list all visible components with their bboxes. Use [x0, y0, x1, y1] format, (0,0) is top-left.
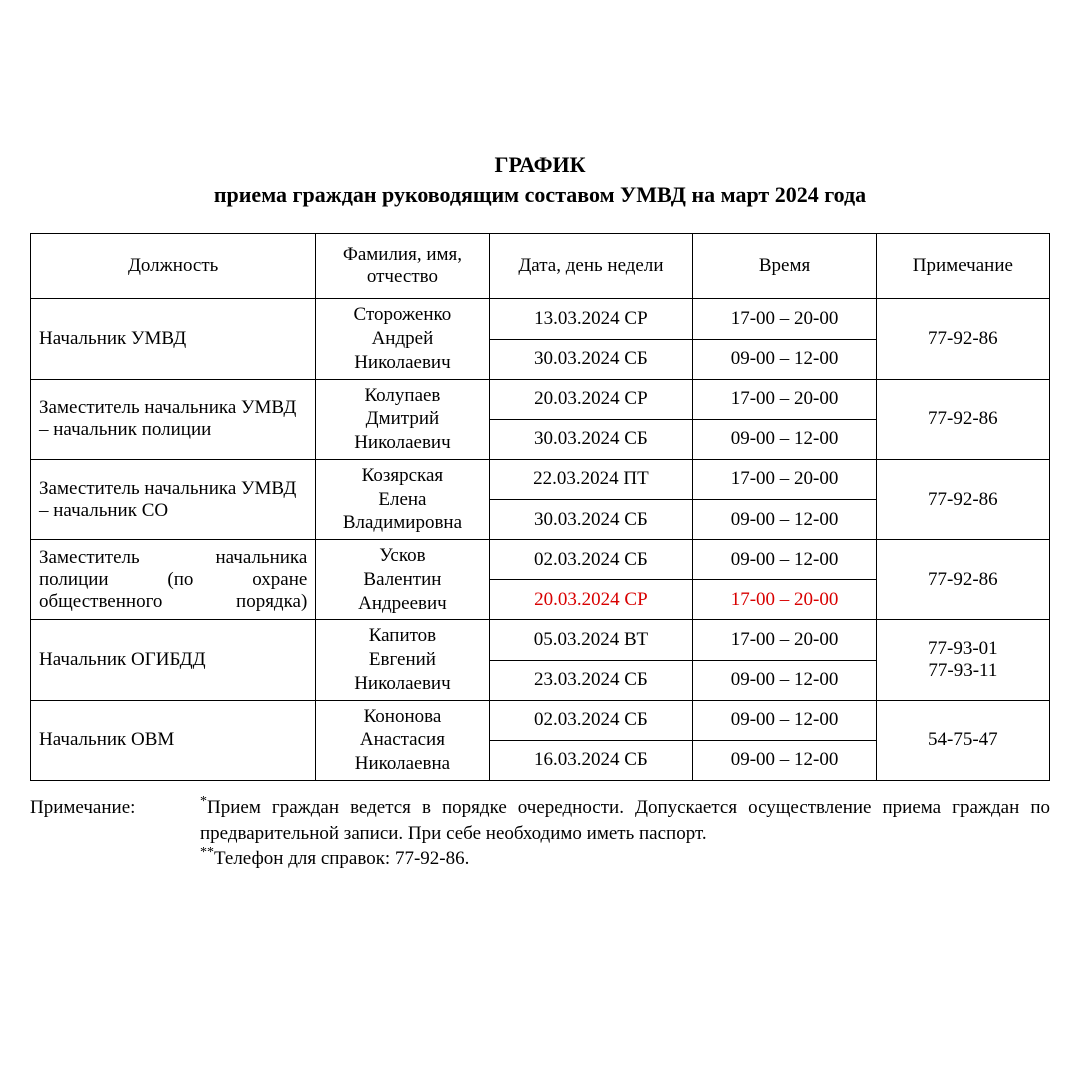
- table-row: Заместитель начальника УМВД – начальник …: [31, 459, 1050, 499]
- cell-note: 77-92-86: [876, 459, 1049, 539]
- footnote-block: Примечание: *Прием граждан ведется в пор…: [30, 795, 1050, 872]
- cell-time: 09-00 – 12-00: [693, 339, 876, 379]
- cell-name: КозярскаяЕленаВладимировна: [316, 459, 489, 539]
- col-date: Дата, день недели: [489, 234, 693, 299]
- cell-date: 22.03.2024 ПТ: [489, 459, 693, 499]
- cell-position: Начальник ОГИБДД: [31, 620, 316, 700]
- asterisk-icon: *: [200, 794, 207, 809]
- footnote-label: Примечание:: [30, 795, 200, 872]
- cell-time: 17-00 – 20-00: [693, 459, 876, 499]
- cell-position: Начальник ОВМ: [31, 700, 316, 780]
- cell-note: 77-93-0177-93-11: [876, 620, 1049, 700]
- cell-time: 09-00 – 12-00: [693, 700, 876, 740]
- table-header: Должность Фамилия, имя, отчество Дата, д…: [31, 234, 1050, 299]
- table-header-row: Должность Фамилия, имя, отчество Дата, д…: [31, 234, 1050, 299]
- cell-date: 05.03.2024 ВТ: [489, 620, 693, 660]
- table-row: Заместитель начальника УМВД – начальник …: [31, 379, 1050, 419]
- title-line-1: ГРАФИК: [30, 150, 1050, 180]
- cell-note: 77-92-86: [876, 379, 1049, 459]
- cell-time: 17-00 – 20-00: [693, 580, 876, 620]
- cell-position: Заместитель начальника УМВД – начальник …: [31, 459, 316, 539]
- cell-time: 17-00 – 20-00: [693, 379, 876, 419]
- cell-date: 20.03.2024 СР: [489, 379, 693, 419]
- cell-time: 09-00 – 12-00: [693, 660, 876, 700]
- table-row: Начальник УМВДСтороженкоАндрейНиколаевич…: [31, 299, 1050, 339]
- table-body: Начальник УМВДСтороженкоАндрейНиколаевич…: [31, 299, 1050, 781]
- cell-position: Заместитель начальника полиции (по охран…: [31, 540, 316, 620]
- document-title: ГРАФИК приема граждан руководящим состав…: [30, 150, 1050, 209]
- cell-date: 16.03.2024 СБ: [489, 740, 693, 780]
- table-row: Начальник ОГИБДДКапитовЕвгенийНиколаевич…: [31, 620, 1050, 660]
- cell-date: 20.03.2024 СР: [489, 580, 693, 620]
- table-row: Заместитель начальника полиции (по охран…: [31, 540, 1050, 580]
- cell-position: Начальник УМВД: [31, 299, 316, 379]
- cell-time: 17-00 – 20-00: [693, 620, 876, 660]
- footnote-line-1: Прием граждан ведется в порядке очередно…: [200, 797, 1050, 844]
- cell-time: 09-00 – 12-00: [693, 419, 876, 459]
- col-position: Должность: [31, 234, 316, 299]
- title-line-2: приема граждан руководящим составом УМВД…: [30, 180, 1050, 210]
- cell-date: 02.03.2024 СБ: [489, 540, 693, 580]
- cell-note: 77-92-86: [876, 540, 1049, 620]
- cell-note: 54-75-47: [876, 700, 1049, 780]
- cell-date: 30.03.2024 СБ: [489, 339, 693, 379]
- asterisk-icon: **: [200, 845, 214, 860]
- cell-note: 77-92-86: [876, 299, 1049, 379]
- cell-name: СтороженкоАндрейНиколаевич: [316, 299, 489, 379]
- col-note: Примечание: [876, 234, 1049, 299]
- cell-date: 13.03.2024 СР: [489, 299, 693, 339]
- col-name: Фамилия, имя, отчество: [316, 234, 489, 299]
- cell-name: УсковВалентинАндреевич: [316, 540, 489, 620]
- cell-name: КононоваАнастасияНиколаевна: [316, 700, 489, 780]
- table-row: Начальник ОВМКононоваАнастасияНиколаевна…: [31, 700, 1050, 740]
- col-time: Время: [693, 234, 876, 299]
- cell-date: 30.03.2024 СБ: [489, 500, 693, 540]
- footnote-line-2: Телефон для справок: 77-92-86.: [214, 848, 469, 869]
- footnote-body: *Прием граждан ведется в порядке очередн…: [200, 795, 1050, 872]
- cell-time: 09-00 – 12-00: [693, 740, 876, 780]
- cell-time: 09-00 – 12-00: [693, 540, 876, 580]
- document-page: ГРАФИК приема граждан руководящим состав…: [0, 0, 1080, 902]
- cell-name: КолупаевДмитрийНиколаевич: [316, 379, 489, 459]
- cell-date: 23.03.2024 СБ: [489, 660, 693, 700]
- cell-date: 02.03.2024 СБ: [489, 700, 693, 740]
- cell-time: 17-00 – 20-00: [693, 299, 876, 339]
- cell-time: 09-00 – 12-00: [693, 500, 876, 540]
- cell-name: КапитовЕвгенийНиколаевич: [316, 620, 489, 700]
- cell-date: 30.03.2024 СБ: [489, 419, 693, 459]
- cell-position: Заместитель начальника УМВД – начальник …: [31, 379, 316, 459]
- schedule-table: Должность Фамилия, имя, отчество Дата, д…: [30, 233, 1050, 781]
